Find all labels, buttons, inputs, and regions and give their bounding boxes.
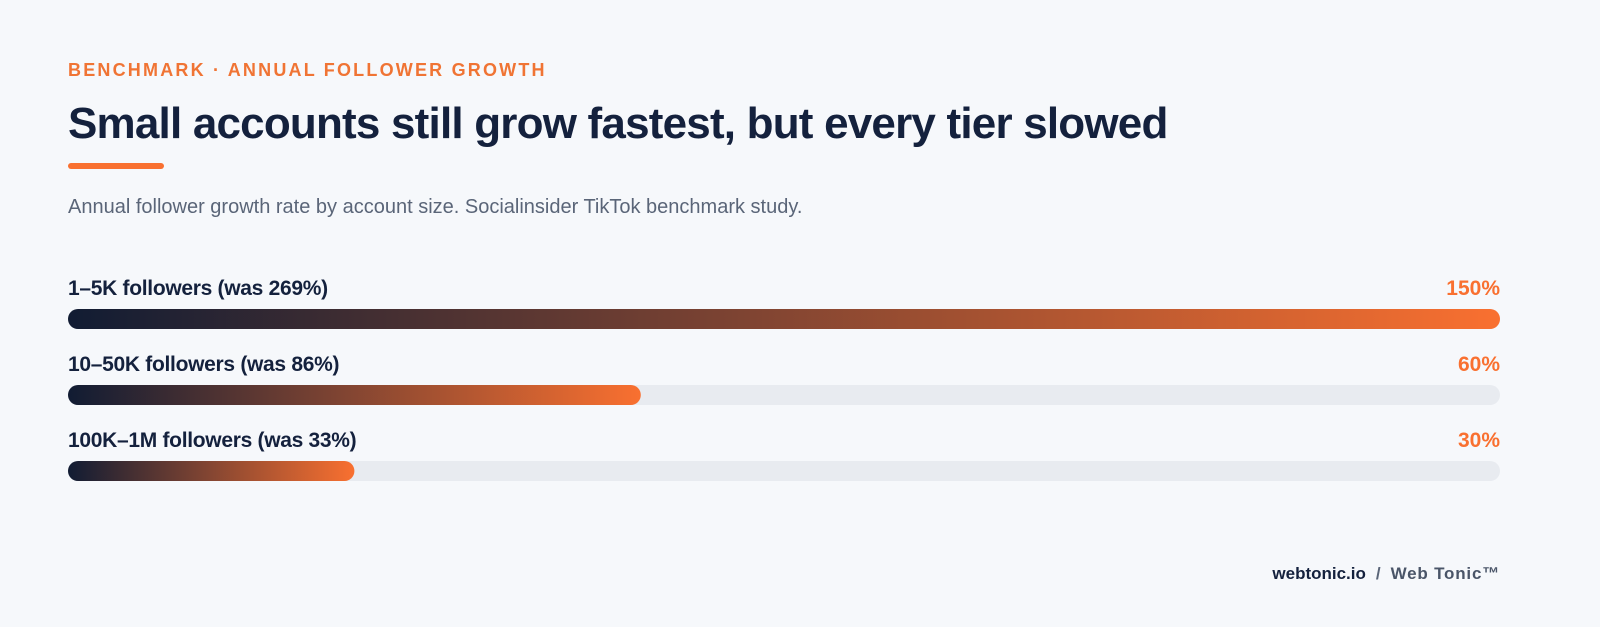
chart-title: Small accounts still grow fastest, but e… (68, 99, 1168, 148)
bar (68, 385, 641, 405)
category-label: 100K–1M followers (was 33%) (68, 429, 356, 452)
value-label: 30% (1458, 429, 1500, 452)
value-label: 150% (1446, 277, 1500, 300)
footer: webtonic.io / Web Tonic™ (1271, 564, 1500, 583)
footer-site: webtonic.io (1271, 564, 1366, 583)
title-underline (68, 163, 164, 169)
kicker: BENCHMARK · ANNUAL FOLLOWER GROWTH (68, 60, 547, 80)
subtitle: Annual follower growth rate by account s… (68, 196, 802, 218)
bar (68, 461, 355, 481)
footer-separator: / (1376, 564, 1381, 583)
bar (68, 309, 1500, 329)
bar-track (68, 461, 1500, 481)
value-label: 60% (1458, 353, 1500, 376)
category-label: 10–50K followers (was 86%) (68, 353, 339, 376)
footer-brand: Web Tonic™ (1391, 564, 1500, 583)
category-label: 1–5K followers (was 269%) (68, 277, 328, 300)
